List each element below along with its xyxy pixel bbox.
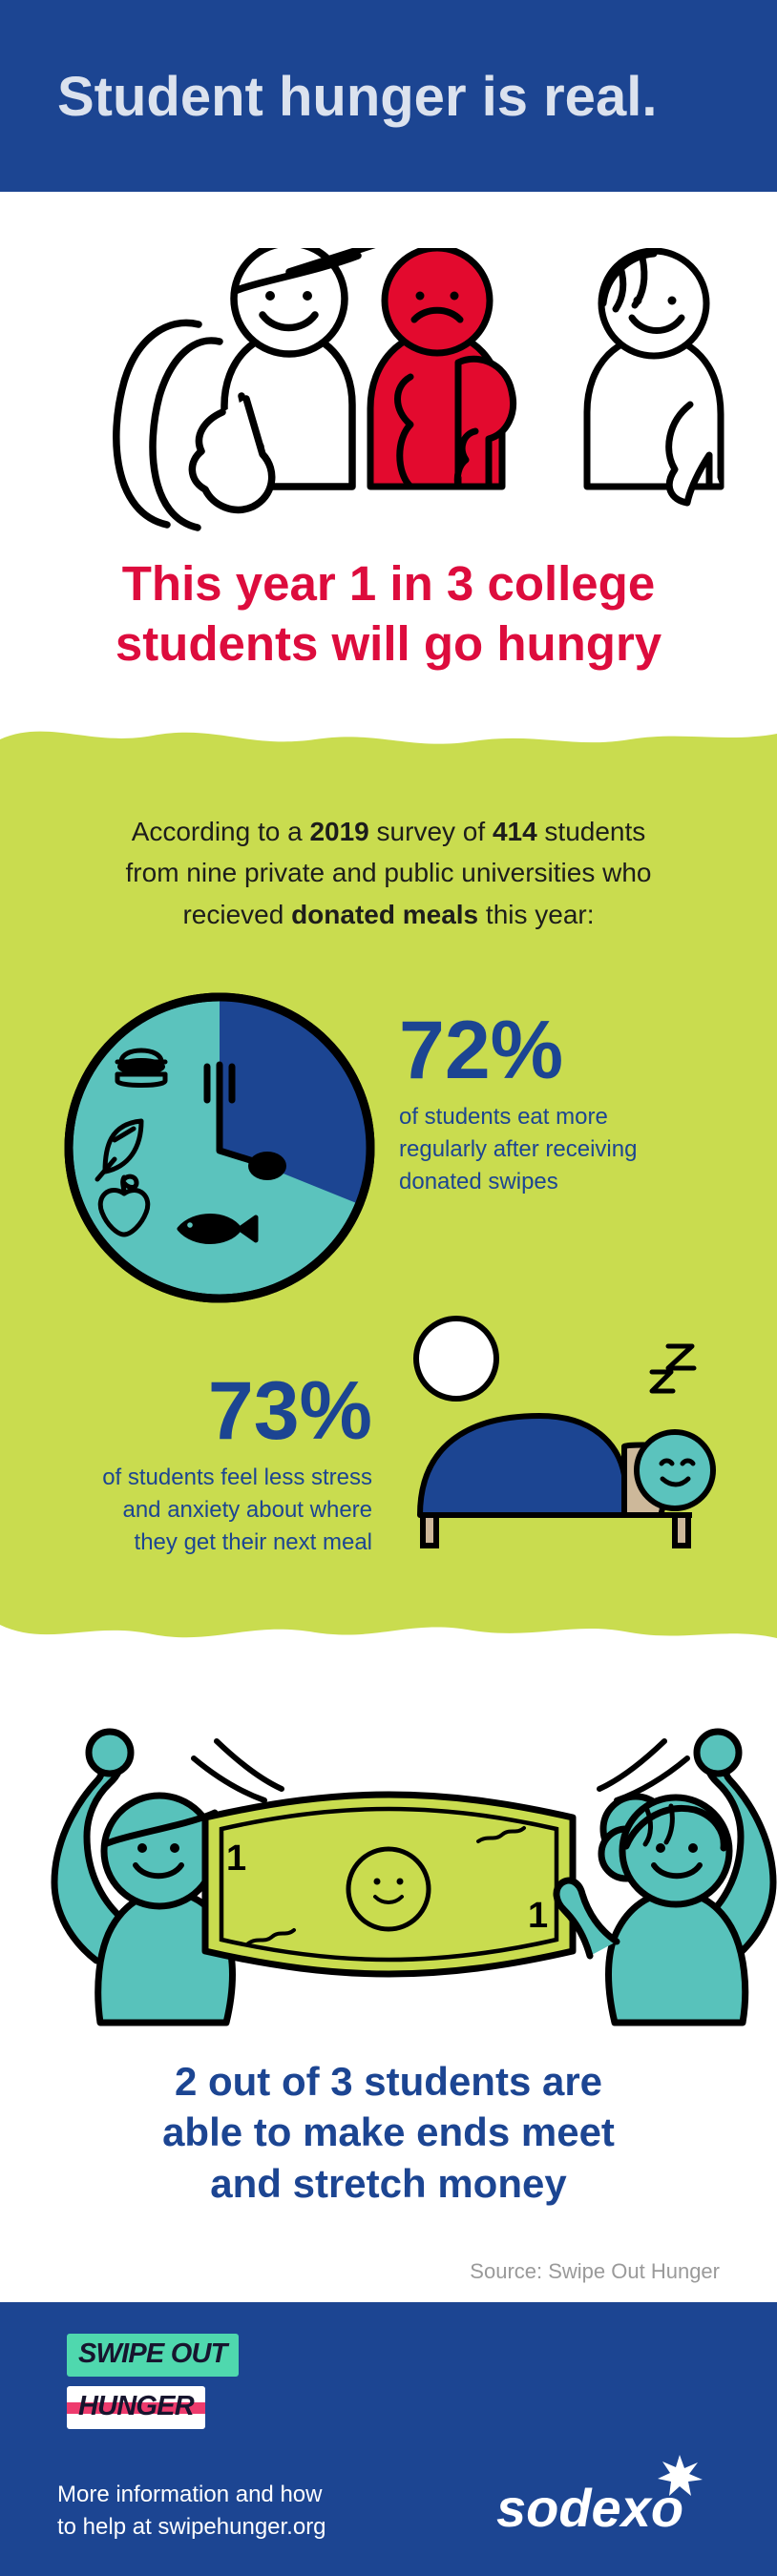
svg-text:sodexo: sodexo [496, 2478, 683, 2538]
svg-text:1: 1 [226, 1839, 246, 1879]
svg-text:1: 1 [528, 1896, 548, 1936]
